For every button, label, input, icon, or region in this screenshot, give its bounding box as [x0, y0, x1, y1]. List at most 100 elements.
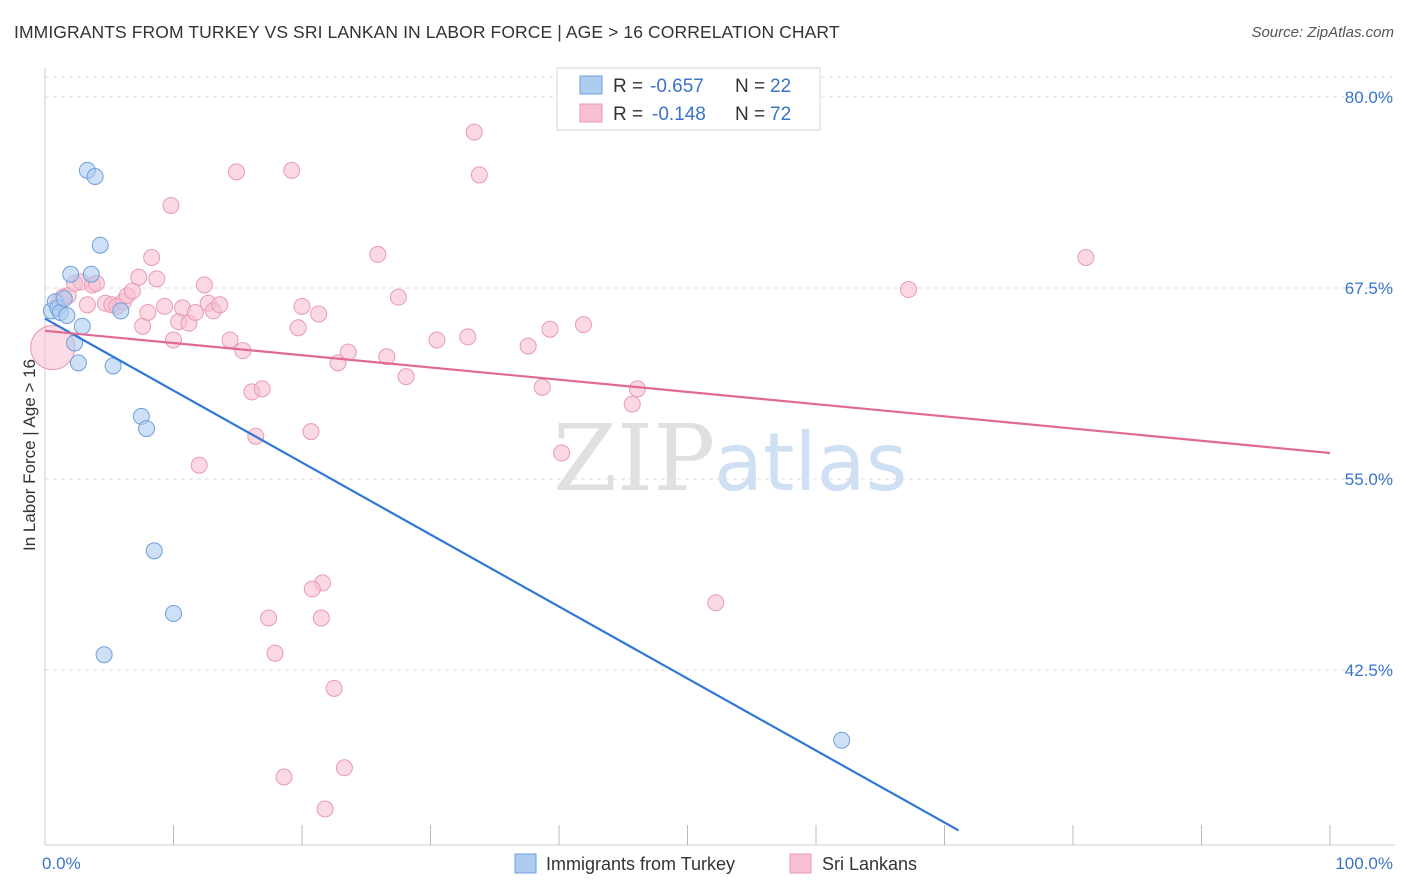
point-turkey [58, 307, 76, 325]
legend-n-label-turkey: N = [735, 76, 765, 97]
point-sri-lankans [397, 368, 415, 386]
legend-box: R = -0.657 N = 22 R = -0.148 N = 72 [556, 67, 821, 131]
point-sri-lankans [470, 166, 488, 184]
point-sri-lankans [143, 248, 161, 266]
legend-swatch-turkey [579, 75, 603, 95]
point-turkey [69, 354, 87, 372]
point-sri-lankans [303, 580, 321, 598]
legend-r-label-sri-lankans: R = [613, 104, 643, 125]
point-sri-lankans [316, 800, 334, 818]
legend-swatch-sri-lankans [579, 103, 603, 123]
legend-r-value-sri-lankans: -0.148 [652, 104, 706, 125]
point-sri-lankans [275, 768, 293, 786]
point-sri-lankans [260, 609, 278, 627]
x-tick-label-min: 0.0% [42, 854, 81, 873]
point-turkey [112, 302, 130, 320]
point-turkey [833, 731, 851, 749]
point-sri-lankans [302, 423, 320, 441]
point-sri-lankans [156, 297, 174, 315]
point-sri-lankans [139, 303, 157, 321]
point-turkey [82, 265, 100, 283]
point-sri-lankans [628, 380, 646, 398]
point-sri-lankans [369, 245, 387, 263]
x-tick-label-max: 100.0% [1335, 854, 1393, 873]
point-sri-lankans [519, 337, 537, 355]
point-turkey [95, 646, 113, 664]
point-turkey [73, 317, 91, 335]
point-sri-lankans [623, 395, 641, 413]
point-sri-lankans [78, 296, 96, 314]
point-sri-lankans [283, 161, 301, 179]
point-sri-lankans [211, 296, 229, 314]
trend-line-sri-lankans [44, 329, 1331, 455]
point-sri-lankans [428, 331, 446, 349]
watermark-zip: ZIP [553, 405, 715, 512]
watermark-atlas: atlas [714, 416, 907, 509]
y-tick-label: 42.5% [1345, 661, 1393, 680]
legend-n-value-sri-lankans: 72 [770, 104, 791, 125]
legend-n-value-turkey: 22 [770, 76, 791, 97]
point-sri-lankans [459, 328, 477, 346]
point-turkey [145, 542, 163, 560]
point-sri-lankans [186, 303, 204, 321]
chart-title: IMMIGRANTS FROM TURKEY VS SRI LANKAN IN … [14, 22, 840, 42]
point-sri-lankans [162, 196, 180, 214]
point-sri-lankans [253, 380, 271, 398]
bottom-legend-swatch-turkey [514, 853, 537, 874]
series-turkey-points [42, 161, 851, 749]
trend-lines [44, 317, 1331, 832]
legend-r-label-turkey: R = [613, 76, 643, 97]
point-sri-lankans [574, 316, 592, 334]
point-turkey [55, 290, 73, 308]
point-turkey [86, 167, 104, 185]
point-sri-lankans [335, 759, 353, 777]
x-tick-labels: 0.0% 100.0% [42, 854, 1393, 873]
point-sri-lankans [378, 348, 396, 366]
point-sri-lankans [389, 288, 407, 306]
y-tick-label: 55.0% [1345, 470, 1393, 489]
point-sri-lankans [325, 679, 343, 697]
point-sri-lankans [227, 163, 245, 181]
axes [44, 68, 1395, 846]
y-tick-label: 67.5% [1345, 279, 1393, 298]
bottom-legend-label-turkey: Immigrants from Turkey [546, 854, 735, 874]
point-sri-lankans [312, 609, 330, 627]
point-sri-lankans [310, 305, 328, 323]
point-sri-lankans [339, 343, 357, 361]
trend-line-turkey [44, 317, 960, 832]
series-sri-lankans-points [30, 123, 1095, 818]
legend-r-value-turkey: -0.657 [650, 76, 704, 97]
watermark: ZIP atlas [553, 405, 907, 512]
point-sri-lankans [165, 331, 182, 349]
point-sri-lankans [541, 320, 559, 338]
point-sri-lankans [123, 282, 141, 300]
point-sri-lankans [707, 594, 725, 612]
point-turkey [165, 604, 182, 622]
point-sri-lankans [190, 456, 208, 474]
point-sri-lankans [465, 123, 483, 141]
point-sri-lankans [195, 276, 213, 294]
point-sri-lankans [553, 444, 571, 462]
point-sri-lankans [289, 319, 307, 337]
point-sri-lankans [1077, 248, 1095, 266]
point-sri-lankans [221, 331, 239, 349]
bottom-legend-label-sri-lankans: Sri Lankans [822, 854, 917, 874]
bottom-legend: Immigrants from Turkey Sri Lankans [514, 853, 917, 874]
point-sri-lankans [148, 270, 166, 288]
legend-n-label-sri-lankans: N = [735, 104, 765, 125]
y-tick-label: 80.0% [1345, 88, 1393, 107]
point-turkey [91, 236, 109, 254]
grid [45, 76, 1395, 671]
chart-source: Source: ZipAtlas.com [1251, 24, 1394, 41]
point-sri-lankans [130, 268, 148, 286]
point-sri-lankans [293, 297, 311, 315]
point-turkey [138, 420, 156, 438]
bottom-legend-swatch-sri-lankans [789, 853, 812, 874]
point-sri-lankans [266, 644, 284, 662]
point-sri-lankans [533, 378, 551, 396]
point-turkey [62, 265, 80, 283]
y-tick-labels: 42.5% 55.0% 67.5% 80.0% [1345, 88, 1393, 680]
point-sri-lankans [900, 281, 918, 299]
y-axis-label: In Labor Force | Age > 16 [20, 359, 39, 551]
